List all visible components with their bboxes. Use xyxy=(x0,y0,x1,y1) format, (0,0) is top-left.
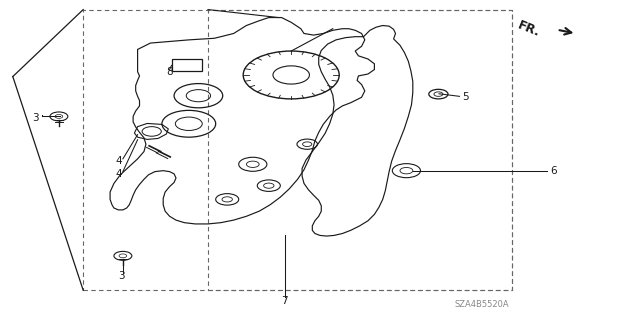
Bar xyxy=(83,10,512,290)
Bar xyxy=(208,10,512,290)
Text: SZA4B5520A: SZA4B5520A xyxy=(454,300,509,309)
Text: 3: 3 xyxy=(118,271,125,281)
Text: 3: 3 xyxy=(32,113,38,123)
Bar xyxy=(172,59,202,71)
Text: 8: 8 xyxy=(166,67,173,77)
Text: 4: 4 xyxy=(115,169,122,179)
Text: FR.: FR. xyxy=(516,19,542,39)
Text: 7: 7 xyxy=(282,296,288,307)
Text: 6: 6 xyxy=(550,166,557,176)
Text: 4: 4 xyxy=(115,156,122,166)
Text: 5: 5 xyxy=(463,92,469,102)
